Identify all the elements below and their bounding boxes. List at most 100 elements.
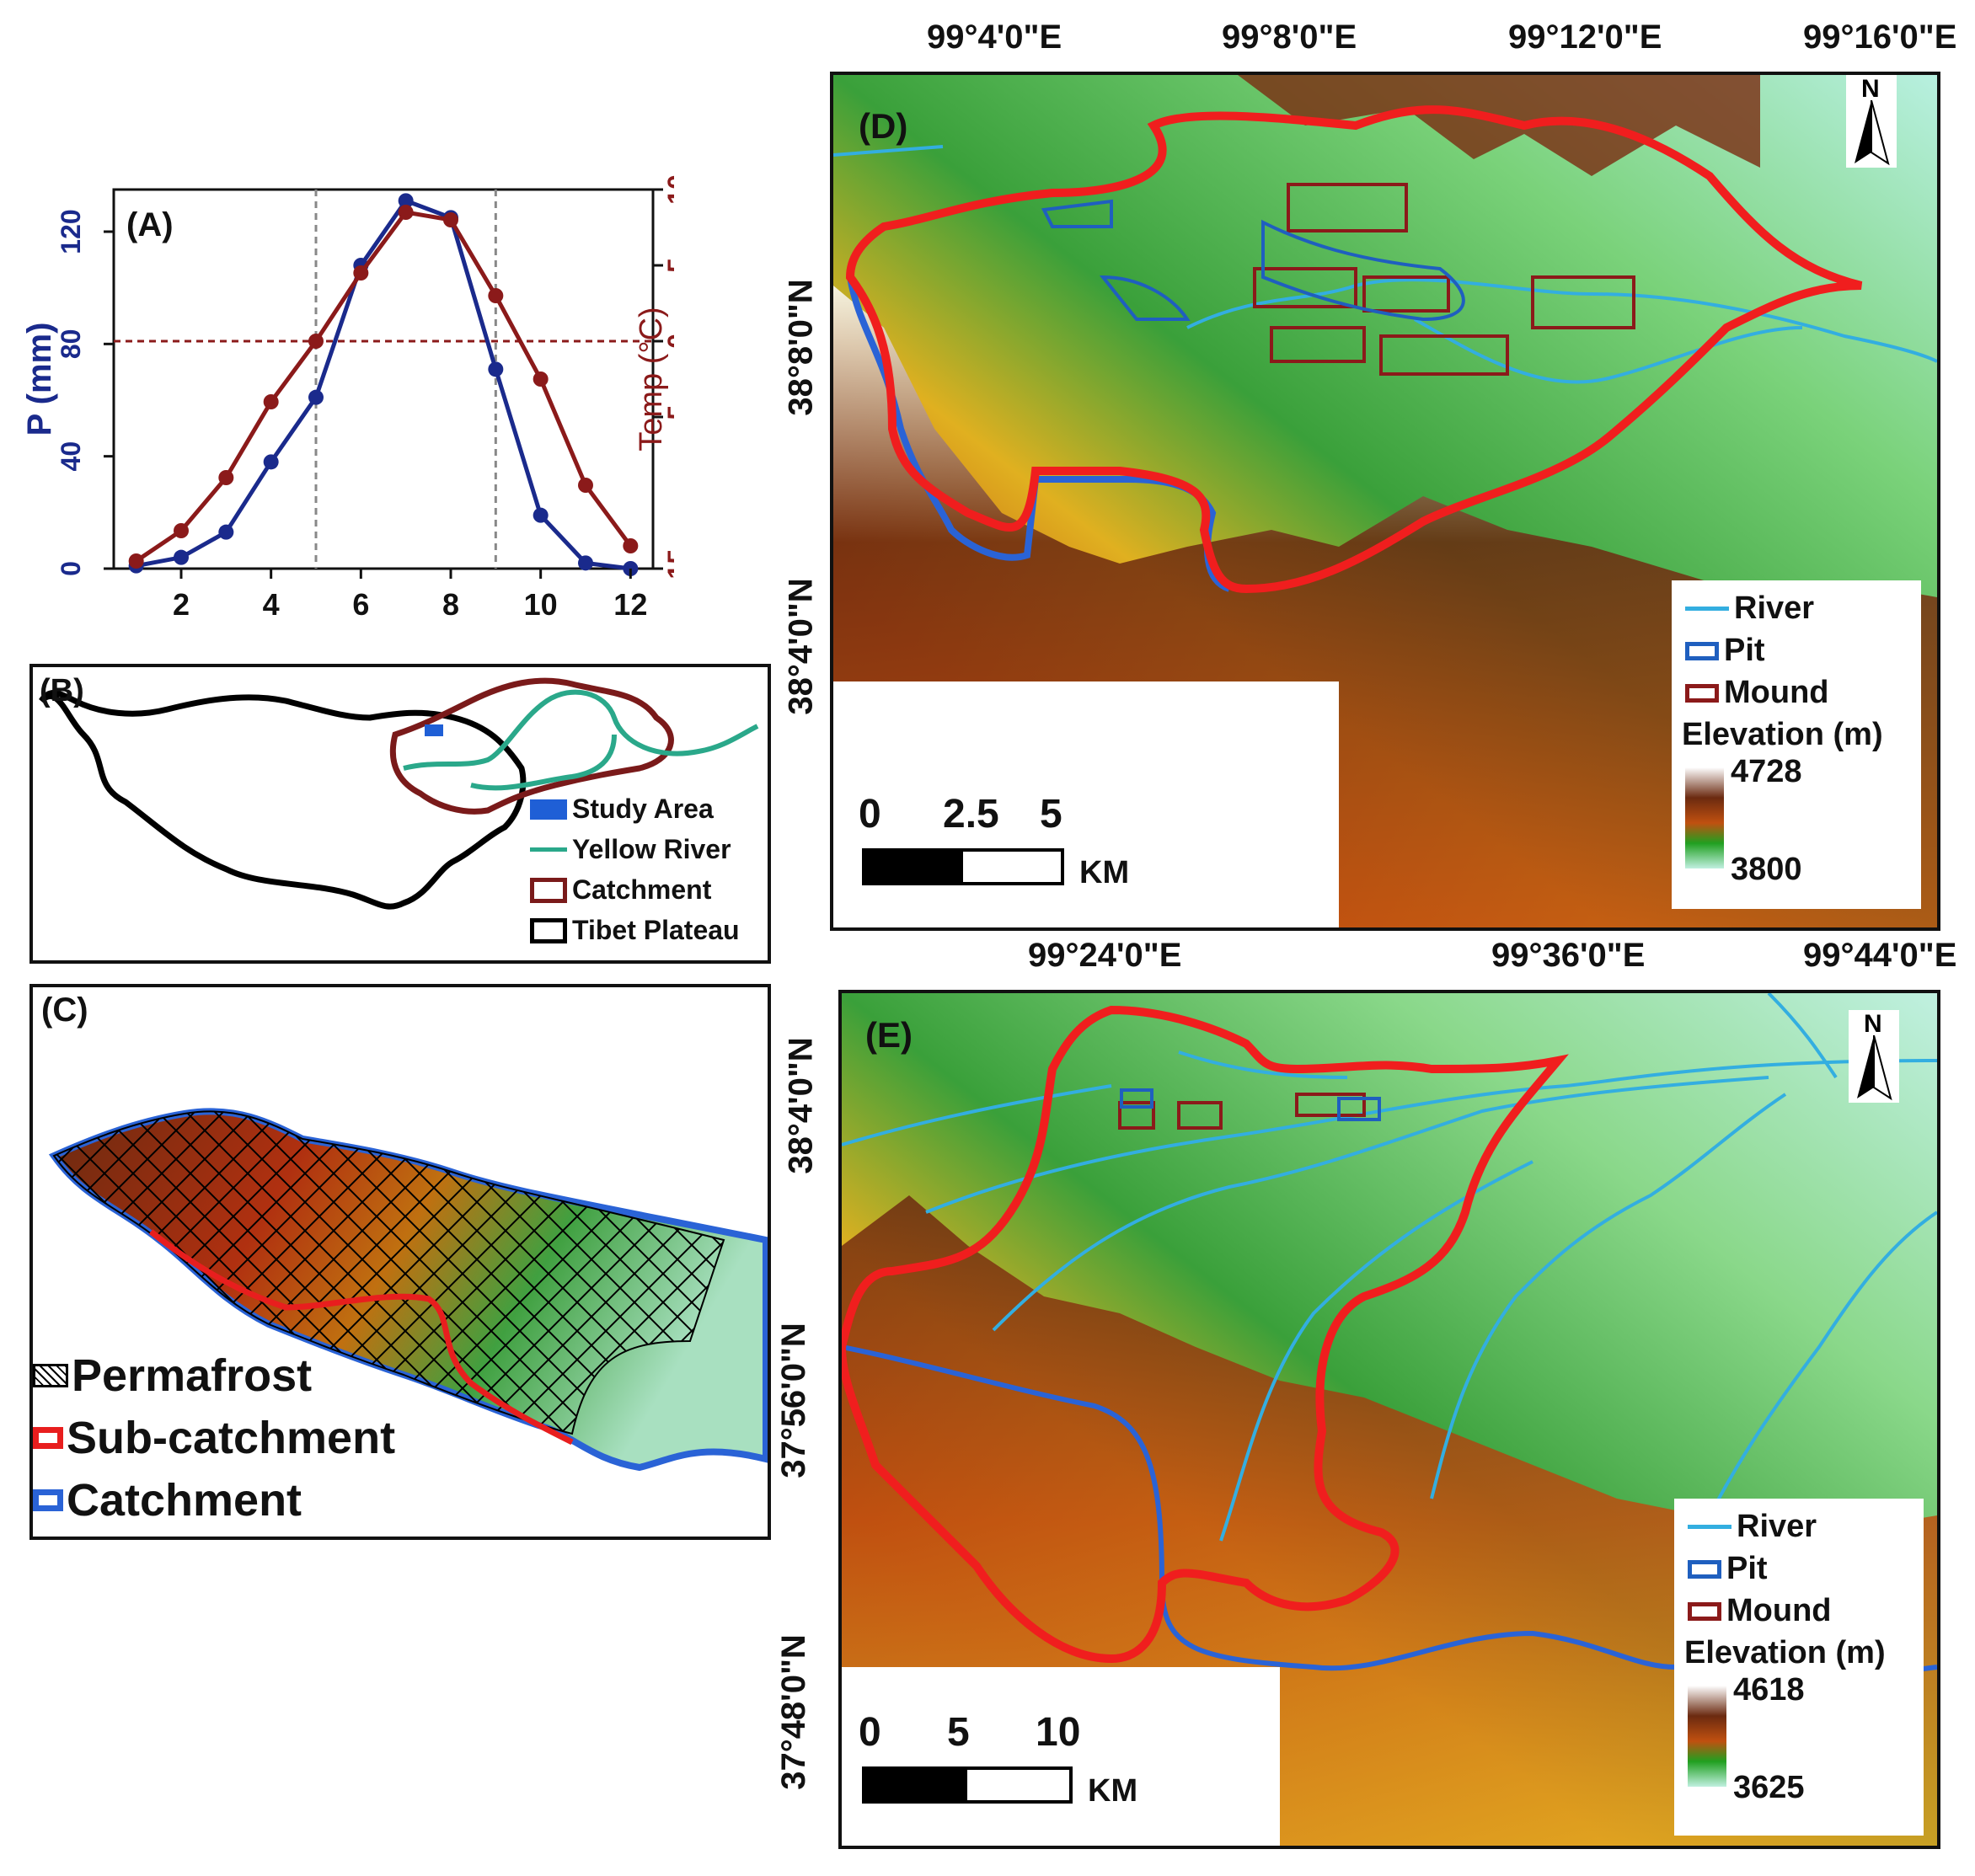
left-tick-label-0: 0 xyxy=(56,561,86,576)
climate-chart: (A) P (mm) Temp (°C) 0 40 80 120 -15 -5 0 5 10 2 4… xyxy=(21,174,693,622)
north-label-e: N xyxy=(1864,1010,1882,1038)
legend-permafrost: Permafrost xyxy=(33,1350,312,1402)
sub-catchment-label: Sub-catchment xyxy=(67,1413,396,1463)
x-tick-label-0: 2 xyxy=(173,587,190,622)
y-axis-label-right: Temp (°C) xyxy=(634,307,669,451)
panel-a-label: (A) xyxy=(126,206,174,243)
panel-b-legend: Study Area Yellow River Catchment Tibet … xyxy=(530,794,783,962)
tibet-plateau-swatch xyxy=(530,917,567,943)
right-tick-label-2: 0 xyxy=(662,334,674,349)
legend-sub-catchment: Sub-catchment xyxy=(33,1412,395,1464)
elevation-ramp-d xyxy=(1685,767,1724,869)
legend-study-area: Study Area xyxy=(530,794,714,825)
sub-catchment-outline xyxy=(148,1229,574,1446)
series-point-right-3 xyxy=(263,394,279,409)
scale-d-0: 0 xyxy=(859,792,881,836)
series-point-right-6 xyxy=(398,205,414,220)
tibet-plateau-outline xyxy=(39,690,527,910)
mound-label-e: Mound xyxy=(1726,1593,1832,1628)
scale-e-unit: KM xyxy=(1088,1773,1138,1809)
panel-b-map: (B) xyxy=(39,673,759,910)
right-tick-label-0: -15 xyxy=(662,549,674,588)
elev-min-d: 3800 xyxy=(1731,852,1802,887)
legend-d-mound: Mound xyxy=(1685,675,1829,711)
north-arrow-d: N xyxy=(1846,75,1897,168)
series-point-left-3 xyxy=(263,454,279,470)
scale-e-bar xyxy=(862,1766,1073,1804)
series-point-left-6 xyxy=(398,193,414,209)
series-point-right-5 xyxy=(353,265,369,281)
legend-d-elev-title: Elevation (m) xyxy=(1682,717,1883,752)
scale-d-unit: KM xyxy=(1079,855,1130,890)
scale-e-2: 10 xyxy=(1036,1710,1081,1755)
x-tick-label-1: 4 xyxy=(263,587,280,622)
catchment-c-label: Catchment xyxy=(67,1475,302,1526)
north-label-d: N xyxy=(1861,75,1880,103)
river-label-e: River xyxy=(1737,1509,1817,1544)
elevation-ramp-e xyxy=(1688,1686,1726,1787)
elev-max-d: 4728 xyxy=(1731,754,1802,789)
pit-swatch-d xyxy=(1685,641,1719,660)
chart-plot-frame xyxy=(112,188,655,570)
e-top-coord-3: 99°44'0"E xyxy=(1803,937,1957,974)
panel-e-label: (E) xyxy=(865,1015,913,1055)
north-arrow-icon-e xyxy=(1857,1035,1892,1101)
series-point-left-9 xyxy=(533,507,549,523)
legend-e-elev-title: Elevation (m) xyxy=(1684,1635,1886,1670)
northern-mountains xyxy=(1238,75,1760,176)
series-line-left xyxy=(136,198,631,571)
right-tick-label-1: -5 xyxy=(662,405,674,429)
left-tick-label-1: 40 xyxy=(56,441,86,472)
study-area-patch xyxy=(425,724,443,736)
mound-swatch-e xyxy=(1688,1601,1721,1621)
legend-d: River Pit Mound Elevation (m) 4728 3800 xyxy=(1672,580,1921,909)
pit-polygons-d xyxy=(1041,199,1465,322)
series-point-right-11 xyxy=(623,538,639,553)
catchment-c-swatch xyxy=(33,1489,63,1511)
y-axis-label-left: P (mm) xyxy=(21,323,58,436)
series-point-left-1 xyxy=(174,549,189,565)
mound-polygons-d xyxy=(1253,183,1635,376)
scale-d-1: 2.5 xyxy=(943,792,999,836)
series-point-right-7 xyxy=(443,212,458,227)
x-tick-label-2: 6 xyxy=(352,587,369,622)
no-data-white-e xyxy=(842,1667,1280,1846)
panel-c-legend: Permafrost Sub-catchment Catchment xyxy=(33,1350,454,1535)
no-data-white xyxy=(833,681,1339,927)
sub-catchment-boundary-e xyxy=(842,1005,1569,1664)
right-tick-label-4: 10 xyxy=(662,174,674,205)
series-point-left-10 xyxy=(578,555,593,571)
panel-e-map: (E) N River Pit Mound Elevation (m) 4618… xyxy=(838,990,1940,1849)
series-point-right-10 xyxy=(578,478,593,493)
series-point-left-8 xyxy=(488,361,504,377)
elev-min-e: 3625 xyxy=(1733,1770,1805,1805)
pit-label-d: Pit xyxy=(1724,633,1765,668)
d-top-coord-2: 99°8'0"E xyxy=(1222,19,1357,56)
scale-e-0: 0 xyxy=(859,1710,881,1755)
panel-b-label: (B) xyxy=(40,673,84,708)
e-left-coord-3: 37°48'0"N xyxy=(774,1634,812,1790)
e-top-coord-2: 99°36'0"E xyxy=(1491,937,1646,974)
yellow-river-swatch xyxy=(530,847,567,852)
panel-d-label: (D) xyxy=(859,106,907,146)
sub-catchment-boundary-d xyxy=(845,105,1863,594)
e-left-coord-2: 37°56'0"N xyxy=(774,1323,812,1478)
panel-b-overview-map: (B) Study Area Yellow River Catchment Ti… xyxy=(29,664,771,964)
series-point-right-8 xyxy=(488,288,504,303)
e-left-coord-1: 38°4'0"N xyxy=(782,1037,820,1174)
left-tick-label-3: 120 xyxy=(56,209,86,254)
series-point-left-4 xyxy=(308,389,324,405)
elev-max-e: 4618 xyxy=(1733,1672,1805,1708)
study-area-label: Study Area xyxy=(572,794,714,824)
legend-d-river: River xyxy=(1685,591,1814,627)
mound-label-d: Mound xyxy=(1724,675,1829,710)
pit-swatch-e xyxy=(1688,1559,1721,1579)
series-point-left-2 xyxy=(218,524,234,540)
series-point-right-9 xyxy=(533,371,549,387)
legend-e: River Pit Mound Elevation (m) 4618 3625 xyxy=(1674,1499,1924,1836)
yellow-river-line xyxy=(403,689,759,791)
panel-c-permafrost-map: (C) Permafrost Sub-catchment Catchment xyxy=(29,984,771,1540)
mound-swatch-d xyxy=(1685,683,1719,703)
d-top-coord-4: 99°16'0"E xyxy=(1803,19,1957,56)
sub-catchment-swatch xyxy=(33,1427,63,1449)
